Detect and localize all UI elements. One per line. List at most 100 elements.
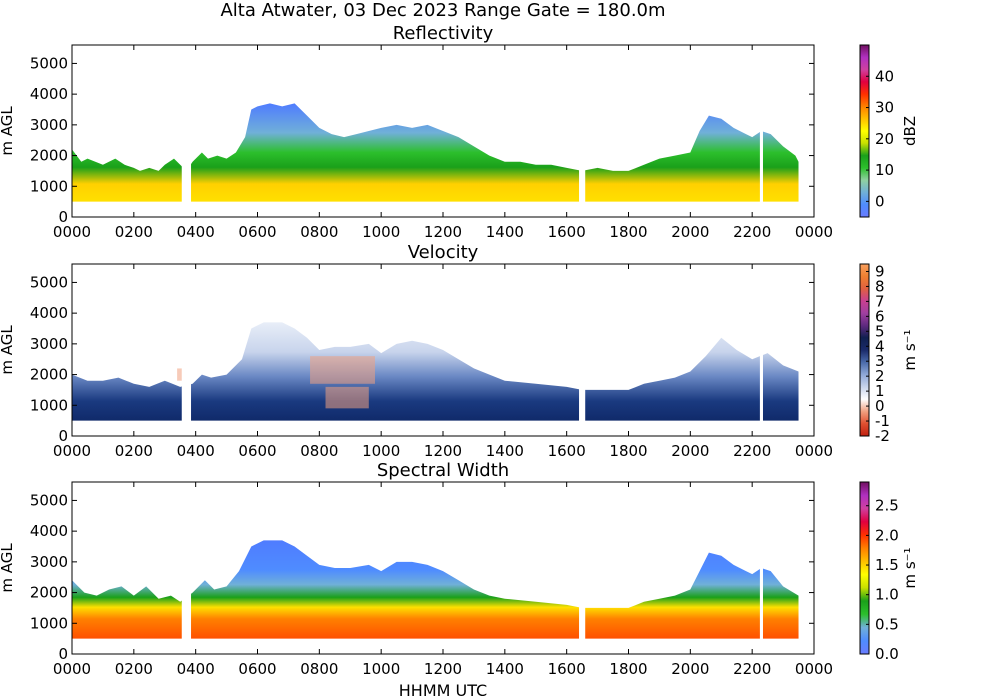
y-tick-label: 1000 (30, 614, 68, 632)
colorbar-tick-label: 1.5 (875, 556, 899, 574)
colorbar-tick-label: 2.5 (875, 497, 899, 515)
colorbar-tick-label: 0.0 (875, 645, 899, 663)
data-gap (579, 483, 586, 653)
x-tick-label: 0400 (177, 223, 215, 241)
y-axis-label: m AGL (0, 325, 16, 375)
colorbar (859, 44, 870, 218)
data-gap (759, 265, 763, 435)
data-gap (579, 265, 586, 435)
colorbar-tick-label: 3 (875, 352, 885, 370)
y-tick-label: 0 (58, 427, 68, 445)
colorbar (859, 481, 870, 655)
panel-3: Spectral Width m AGL 0 1000 2000 3000 4000 5000… (0, 460, 919, 678)
colorbar-tick-label: 30 (875, 99, 894, 117)
data-gap (759, 483, 763, 653)
y-tick-label: 3000 (30, 335, 68, 353)
colorbar-tick-label: 6 (875, 307, 885, 325)
colorbar (859, 263, 870, 437)
x-tick-label: 0000 (795, 660, 833, 678)
x-tick-label: 2200 (733, 660, 771, 678)
x-tick-label: 0800 (300, 223, 338, 241)
data-field (72, 322, 799, 421)
panel-title: Velocity (408, 242, 479, 263)
x-tick-label: 1000 (362, 660, 400, 678)
panel-2: Velocitym AGL010002000300040005000000002… (0, 242, 919, 460)
data-gap (181, 483, 192, 653)
colorbar-tick-label: 10 (875, 161, 894, 179)
x-tick-label: 1800 (609, 442, 647, 460)
x-tick-label: 1400 (486, 660, 524, 678)
colorbar-tick-label: 1.0 (875, 586, 899, 604)
y-tick-label: 2000 (30, 147, 68, 165)
x-tick-label: 1200 (424, 223, 462, 241)
colorbar-label: dBZ (901, 116, 919, 146)
colorbar-tick-label: 5 (875, 322, 885, 340)
y-tick-label: 5000 (30, 54, 68, 72)
x-tick-label: 1600 (548, 442, 586, 460)
x-tick-label: 0000 (795, 223, 833, 241)
x-tick-label: 2000 (671, 223, 709, 241)
x-tick-label: 1200 (424, 660, 462, 678)
y-axis-label: m AGL (0, 106, 16, 156)
y-tick-label: 2000 (30, 366, 68, 384)
x-tick-label: 0400 (177, 660, 215, 678)
positive-velocity-patch (325, 386, 369, 409)
x-tick-label: 0600 (238, 223, 276, 241)
colorbar-tick-label: -2 (875, 427, 890, 445)
x-tick-label: 1200 (424, 442, 462, 460)
colorbar-tick-label: 2.0 (875, 526, 899, 544)
x-tick-label: 2000 (671, 442, 709, 460)
x-tick-label: 2200 (733, 442, 771, 460)
x-tick-label: 0000 (53, 660, 91, 678)
y-tick-label: 4000 (30, 85, 68, 103)
panel-title: Reflectivity (393, 23, 494, 44)
colorbar-tick-label: 4 (875, 337, 885, 355)
x-tick-label: 0800 (300, 442, 338, 460)
y-tick-label: 3000 (30, 116, 68, 134)
x-tick-label: 1600 (548, 660, 586, 678)
colorbar-tick-label: 2 (875, 367, 885, 385)
x-tick-label: 0200 (115, 660, 153, 678)
y-tick-label: 1000 (30, 177, 68, 195)
y-tick-label: 1000 (30, 396, 68, 414)
colorbar-tick-label: 0 (875, 192, 885, 210)
colorbar-tick-label: 0 (875, 397, 885, 415)
x-tick-label: 1800 (609, 223, 647, 241)
x-tick-label: 0200 (115, 442, 153, 460)
colorbar-label: m s⁻¹ (901, 547, 919, 588)
y-tick-label: 4000 (30, 522, 68, 540)
y-tick-label: 5000 (30, 491, 68, 509)
colorbar-tick-label: 0.5 (875, 615, 899, 633)
x-tick-label: 1000 (362, 442, 400, 460)
colorbar-label: m s⁻¹ (901, 329, 919, 370)
colorbar-tick-label: 9 (875, 262, 885, 280)
x-tick-label: 2000 (671, 660, 709, 678)
x-tick-label: 1400 (486, 442, 524, 460)
y-tick-label: 0 (58, 645, 68, 663)
x-tick-label: 0000 (53, 223, 91, 241)
y-tick-label: 5000 (30, 273, 68, 291)
x-tick-label: 1400 (486, 223, 524, 241)
data-field (72, 540, 799, 639)
colorbar-tick-label: 1 (875, 382, 885, 400)
y-axis-label: m AGL (0, 543, 16, 593)
x-tick-label: 1800 (609, 660, 647, 678)
x-tick-label: 1600 (548, 223, 586, 241)
data-gap (181, 265, 192, 435)
colorbar-tick-label: -1 (875, 412, 890, 430)
data-gap (759, 46, 763, 216)
data-field (72, 103, 799, 202)
panel-title: Spectral Width (377, 460, 509, 481)
positive-velocity-patch (177, 368, 184, 381)
y-tick-label: 2000 (30, 584, 68, 602)
x-tick-label: 0200 (115, 223, 153, 241)
x-tick-label: 1000 (362, 223, 400, 241)
x-tick-label: 2200 (733, 223, 771, 241)
colorbar-tick-label: 8 (875, 277, 885, 295)
x-axis-label: HHMM UTC (399, 681, 487, 700)
y-tick-label: 0 (58, 208, 68, 226)
colorbar-tick-label: 20 (875, 130, 894, 148)
y-tick-label: 4000 (30, 304, 68, 322)
x-tick-label: 0800 (300, 660, 338, 678)
